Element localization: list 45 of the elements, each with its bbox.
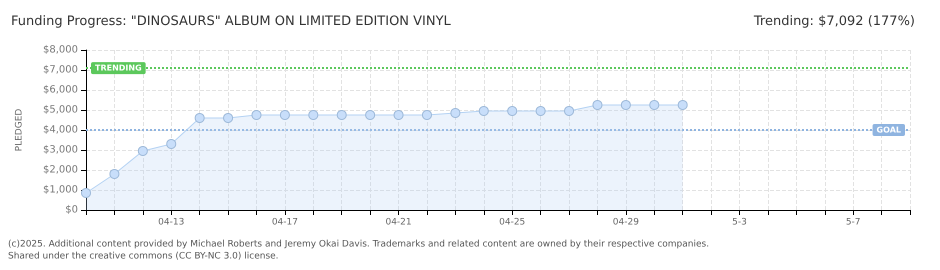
point bbox=[678, 100, 688, 110]
point bbox=[280, 110, 290, 120]
point bbox=[564, 106, 574, 116]
y-tick-label: $7,000 bbox=[43, 64, 78, 76]
y-tick-label: $0 bbox=[65, 204, 78, 216]
point bbox=[223, 113, 234, 123]
y-axis-title: PLEDGED bbox=[14, 108, 24, 152]
x-tick-label: 04-29 bbox=[612, 218, 640, 228]
point bbox=[422, 110, 432, 120]
x-tick-label: 04-25 bbox=[499, 218, 526, 228]
chart-title: Funding Progress: "DINOSAURS" ALBUM ON LIMITED EDITION VINYL bbox=[11, 14, 452, 29]
point bbox=[649, 100, 660, 110]
point bbox=[194, 113, 205, 123]
y-tick-label: $8,000 bbox=[43, 44, 78, 56]
x-tick-label: 5-3 bbox=[732, 218, 747, 228]
point bbox=[109, 169, 120, 179]
point bbox=[536, 106, 546, 116]
point bbox=[620, 100, 631, 110]
point bbox=[166, 139, 176, 149]
text: (c)2025. Additional content provided by Michael Roberts and Jeremy Okai Davis. Trademarks and related content are owned by their respective companies. bbox=[8, 240, 710, 250]
point bbox=[365, 110, 376, 120]
ref-line-label: TRENDING bbox=[95, 64, 142, 73]
y-tick-label: $1,000 bbox=[43, 184, 78, 196]
x-tick-label: 04-21 bbox=[385, 218, 412, 228]
chart-subtitle: Trending: $7,092 (177%) bbox=[752, 14, 915, 29]
point bbox=[592, 100, 602, 110]
point bbox=[251, 110, 262, 120]
point bbox=[336, 110, 347, 120]
point bbox=[450, 108, 460, 118]
ref-line-label: GOAL bbox=[876, 126, 901, 134]
point bbox=[308, 110, 318, 120]
point bbox=[394, 110, 404, 120]
point bbox=[138, 146, 148, 156]
y-tick-label: $3,000 bbox=[43, 144, 78, 156]
x-tick-label: 5-7 bbox=[846, 218, 861, 228]
text: Shared under the creative commons (CC BY-NC 3.0) license. bbox=[8, 252, 279, 262]
x-tick-label: 04-13 bbox=[158, 218, 184, 228]
point bbox=[81, 188, 91, 198]
y-tick-label: $5,000 bbox=[43, 104, 78, 116]
y-tick-label: $4,000 bbox=[43, 124, 78, 136]
point bbox=[507, 106, 518, 116]
y-tick-label: $6,000 bbox=[43, 84, 78, 96]
x-tick-label: 04-17 bbox=[272, 218, 298, 228]
y-tick-label: $2,000 bbox=[43, 164, 78, 176]
point bbox=[478, 106, 489, 116]
